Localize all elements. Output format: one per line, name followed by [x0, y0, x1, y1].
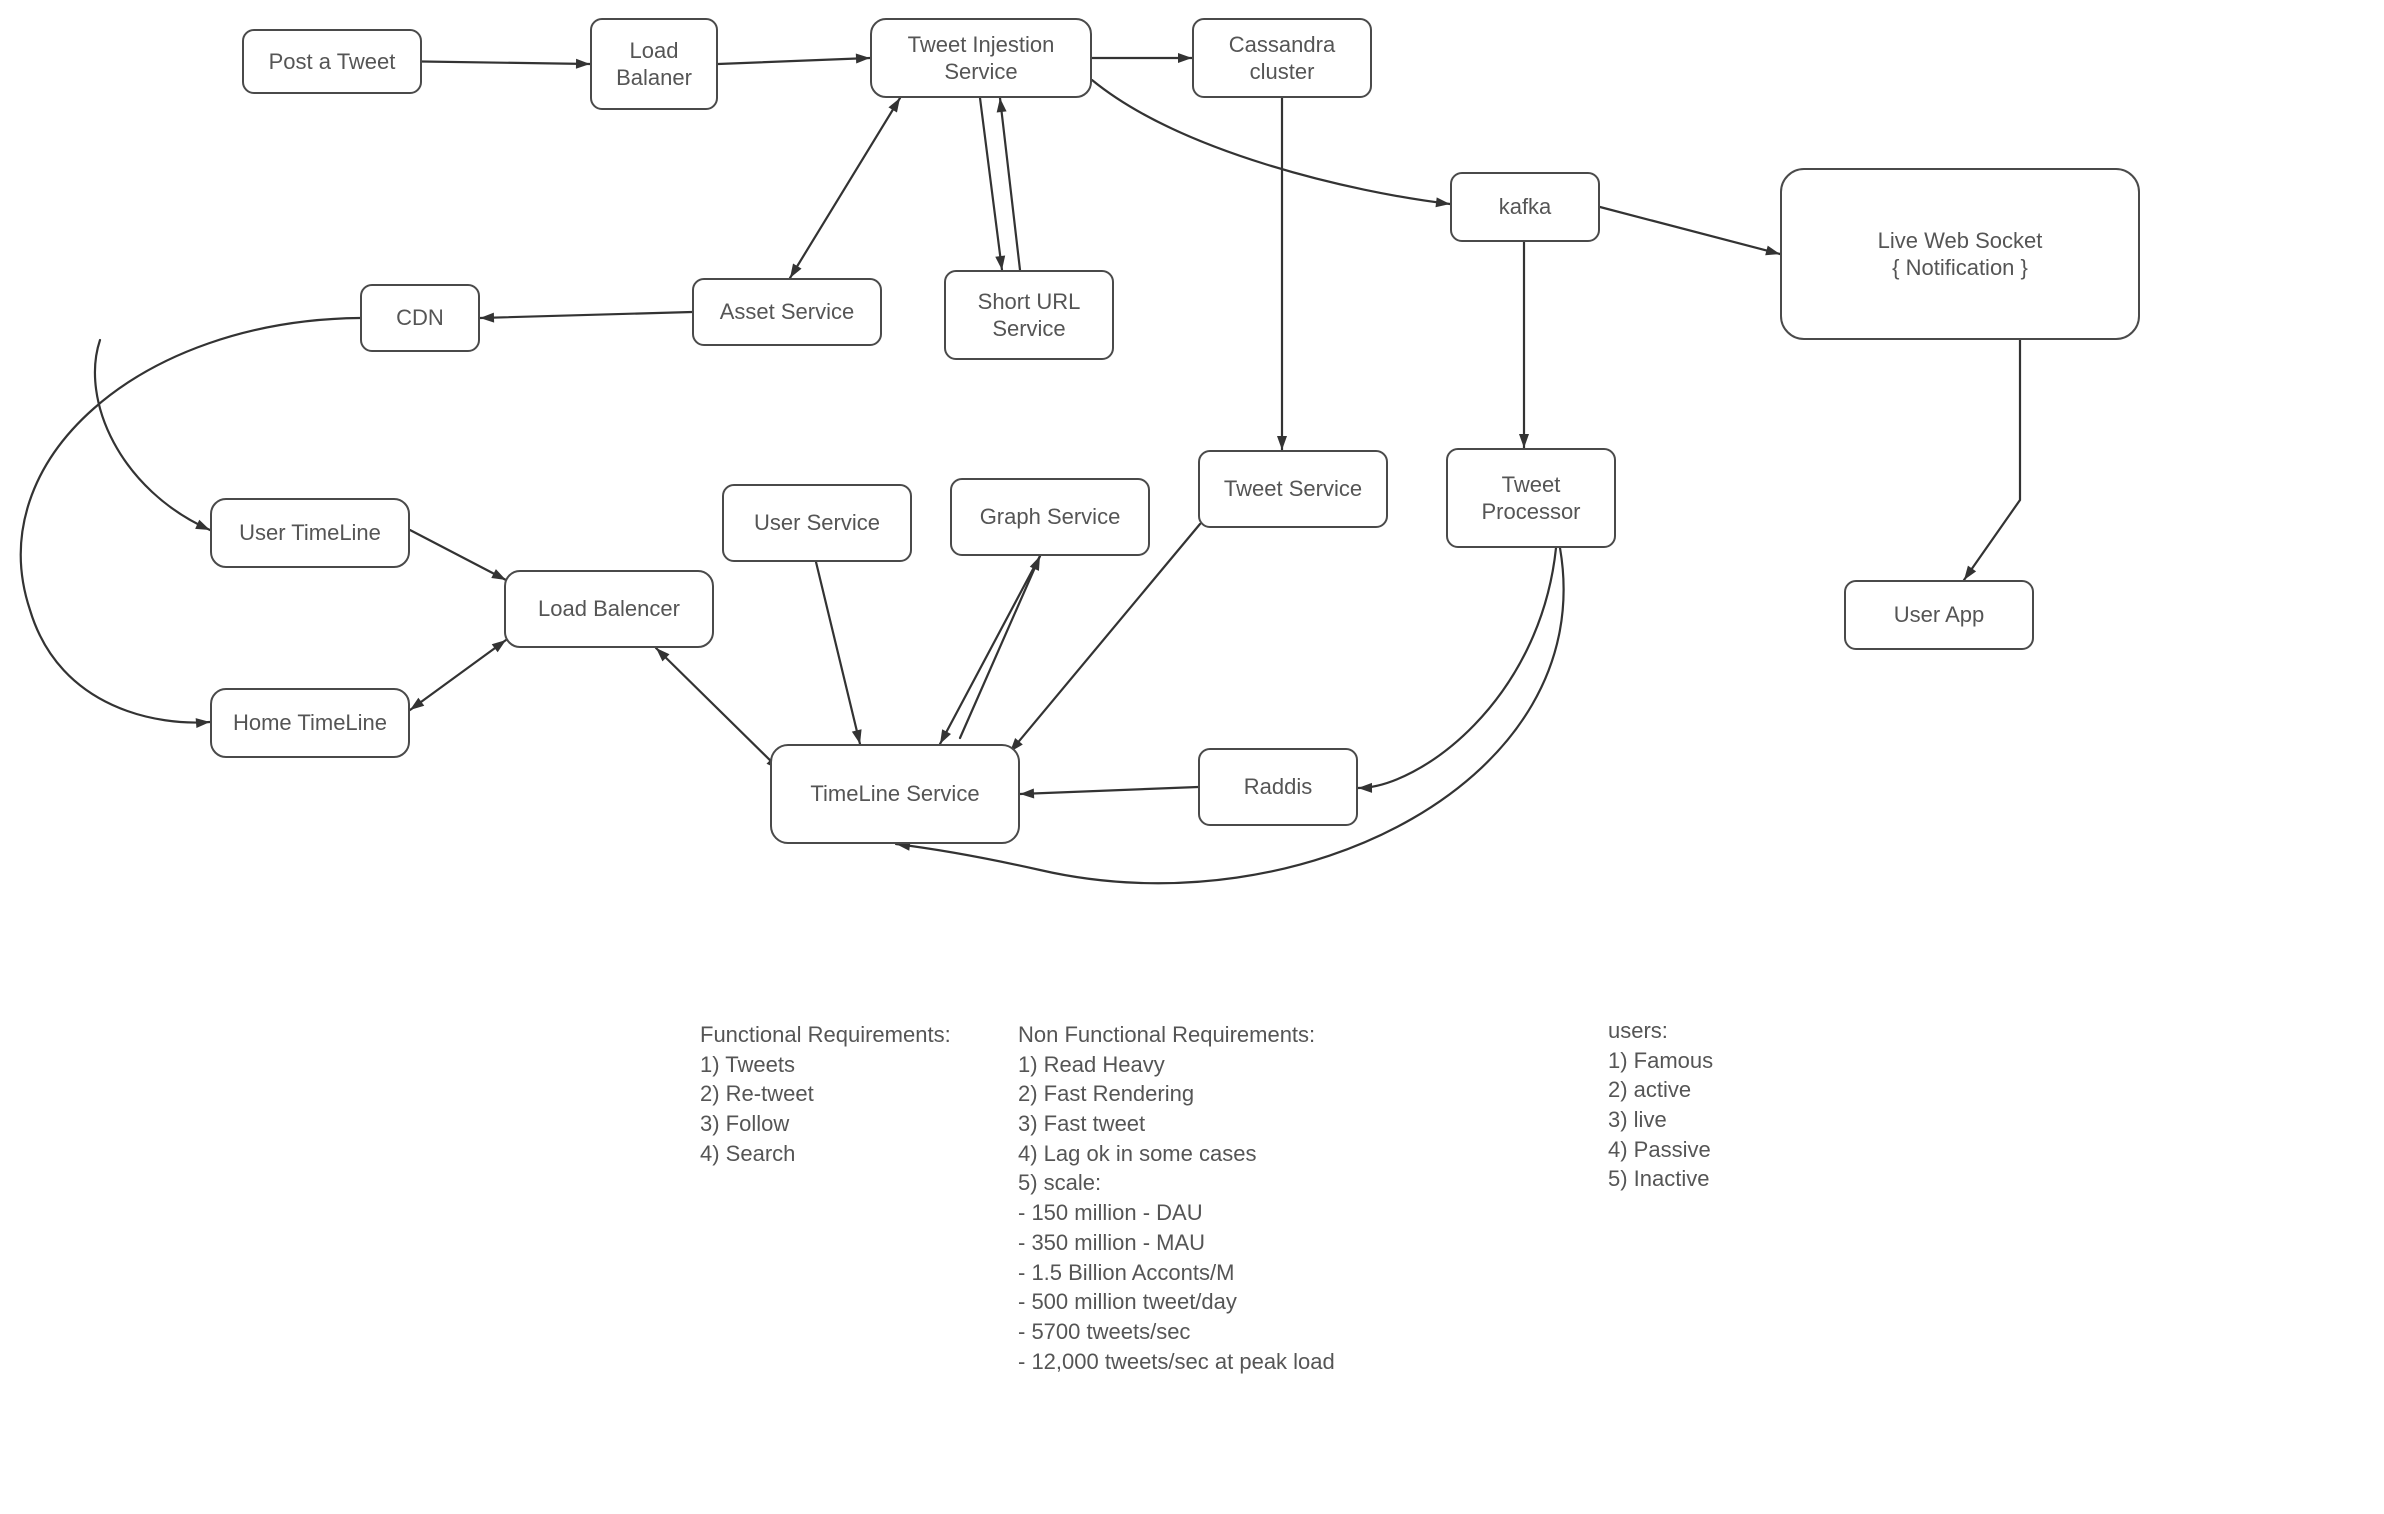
- arrow-head: [790, 263, 802, 278]
- node-raddis: Raddis: [1198, 748, 1358, 826]
- edge: [1000, 98, 1020, 270]
- edge: [1964, 340, 2020, 580]
- node-tweet-service: Tweet Service: [1198, 450, 1388, 528]
- arrow-head: [995, 255, 1005, 270]
- node-label: Asset Service: [720, 298, 855, 326]
- arrow-head: [196, 718, 210, 728]
- arrow-head: [856, 54, 870, 64]
- node-label: kafka: [1499, 193, 1552, 221]
- edge: [940, 556, 1040, 744]
- node-user-timeline: User TimeLine: [210, 498, 410, 568]
- edge: [1010, 524, 1200, 752]
- node-label: Tweet Processor: [1481, 471, 1580, 526]
- node-tweet-inj: Tweet Injestion Service: [870, 18, 1092, 98]
- node-home-timeline: Home TimeLine: [210, 688, 410, 758]
- node-label: Tweet Injestion Service: [908, 31, 1055, 86]
- edge: [1020, 787, 1198, 794]
- edge: [480, 312, 692, 318]
- node-graph-service: Graph Service: [950, 478, 1150, 556]
- node-label: User Service: [754, 509, 880, 537]
- arrow-head: [492, 640, 506, 652]
- arrow-head: [410, 698, 424, 710]
- node-label: Graph Service: [980, 503, 1121, 531]
- node-label: TimeLine Service: [810, 780, 979, 808]
- arrow-head: [1277, 436, 1287, 450]
- textblock-nonfunc-req: Non Functional Requirements: 1) Read Hea…: [1018, 1020, 1335, 1376]
- arrow-head: [480, 313, 494, 323]
- node-cassandra: Cassandra cluster: [1192, 18, 1372, 98]
- node-label: CDN: [396, 304, 444, 332]
- node-user-service: User Service: [722, 484, 912, 562]
- arrow-head: [576, 59, 590, 69]
- node-timeline: TimeLine Service: [770, 744, 1020, 844]
- arrow-head: [656, 648, 669, 661]
- edge: [718, 58, 870, 64]
- node-label: Home TimeLine: [233, 709, 387, 737]
- arrow-head: [1358, 783, 1372, 793]
- edge: [1358, 548, 1556, 788]
- edge: [410, 640, 506, 710]
- node-label: Short URL Service: [978, 288, 1081, 343]
- node-user-app: User App: [1844, 580, 2034, 650]
- node-label: Load Balencer: [538, 595, 680, 623]
- node-label: User TimeLine: [239, 519, 381, 547]
- edge: [960, 556, 1040, 738]
- node-post-tweet: Post a Tweet: [242, 29, 422, 94]
- arrow-head: [852, 729, 862, 744]
- edge: [410, 530, 506, 580]
- edge: [95, 340, 210, 530]
- arrow-head: [1519, 434, 1529, 448]
- arrow-head: [1020, 788, 1034, 798]
- arrow-head: [997, 98, 1007, 112]
- edge: [1600, 207, 1780, 254]
- node-label: Cassandra cluster: [1229, 31, 1335, 86]
- node-label: Post a Tweet: [269, 48, 396, 76]
- arrow-head: [1435, 197, 1450, 207]
- node-label: User App: [1894, 601, 1985, 629]
- node-asset: Asset Service: [692, 278, 882, 346]
- edge: [790, 98, 900, 278]
- edge: [980, 98, 1002, 270]
- node-label: Load Balaner: [616, 37, 692, 92]
- node-shorturl: Short URL Service: [944, 270, 1114, 360]
- edge: [422, 62, 590, 65]
- arrow-head: [1964, 566, 1976, 580]
- arrow-head: [940, 729, 951, 744]
- edge: [656, 648, 780, 770]
- arrow-head: [888, 98, 900, 113]
- arrow-head: [1030, 556, 1040, 571]
- textblock-func-req: Functional Requirements: 1) Tweets 2) Re…: [700, 1020, 951, 1168]
- node-label: Tweet Service: [1224, 475, 1362, 503]
- arrow-head: [1765, 246, 1780, 256]
- node-label: Live Web Socket { Notification }: [1878, 227, 2043, 282]
- arrow-head: [1178, 53, 1192, 63]
- node-cdn: CDN: [360, 284, 480, 352]
- node-load-balaner: Load Balaner: [590, 18, 718, 110]
- diagram-stage: Post a Tweet Load Balaner Tweet Injestion …: [0, 0, 2384, 1514]
- node-livews: Live Web Socket { Notification }: [1780, 168, 2140, 340]
- node-label: Raddis: [1244, 773, 1312, 801]
- edge: [1092, 80, 1450, 204]
- node-tweet-proc: Tweet Processor: [1446, 448, 1616, 548]
- edge: [816, 562, 860, 744]
- textblock-users: users: 1) Famous 2) active 3) live 4) Pa…: [1608, 1016, 1713, 1194]
- arrow-head: [195, 520, 210, 530]
- arrow-head: [491, 569, 506, 580]
- node-load-balancer: Load Balencer: [504, 570, 714, 648]
- node-kafka: kafka: [1450, 172, 1600, 242]
